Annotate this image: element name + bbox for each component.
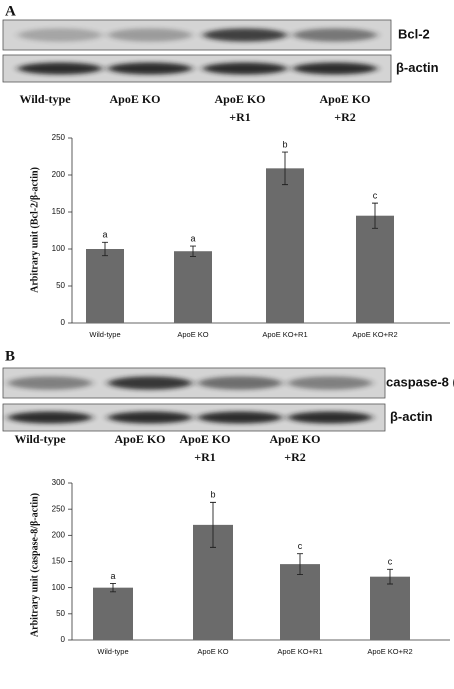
y-tick-label: 200: [52, 170, 66, 179]
y-tick-label: 150: [52, 557, 66, 566]
lane-label: ApoE KO: [319, 92, 370, 106]
blot-band: [108, 28, 192, 42]
significance-label: a: [110, 571, 115, 581]
x-tick-label: Wild-type: [89, 330, 120, 339]
x-tick-label: ApoE KO+R1: [277, 647, 322, 656]
y-tick-label: 100: [52, 583, 66, 592]
blot-band: [293, 62, 377, 75]
x-tick-label: ApoE KO+R1: [262, 330, 307, 339]
lane-label: +R1: [194, 450, 216, 464]
panel-label: B: [5, 348, 15, 364]
significance-label: c: [373, 190, 378, 200]
error-bar: [297, 553, 303, 576]
significance-label: b: [282, 139, 287, 149]
lane-label: ApoE KO: [114, 432, 165, 446]
significance-label: c: [298, 541, 303, 551]
lane-label: Wild-type: [19, 92, 71, 106]
blot-band: [198, 376, 282, 390]
blot-band: [18, 28, 102, 42]
blot-band: [18, 62, 102, 75]
lane-label: +R2: [284, 450, 306, 464]
bar: [370, 576, 410, 640]
y-tick-label: 100: [52, 244, 66, 253]
error-bar: [372, 202, 378, 229]
lane-label: +R1: [229, 110, 251, 124]
y-tick-label: 250: [52, 504, 66, 513]
lane-label: +R2: [334, 110, 356, 124]
bar: [266, 168, 304, 323]
error-bar: [190, 245, 196, 257]
significance-label: b: [210, 490, 215, 500]
blot-band: [108, 411, 192, 424]
blot-label: Bcl-2: [398, 26, 430, 41]
error-bar: [210, 501, 216, 548]
blot-band: [108, 62, 192, 75]
significance-label: c: [388, 557, 393, 567]
x-tick-label: Wild-type: [97, 647, 128, 656]
blot-label: β-actin: [396, 60, 439, 75]
bar: [356, 215, 394, 323]
y-tick-label: 150: [52, 207, 66, 216]
x-tick-label: ApoE KO: [197, 647, 228, 656]
blot-band: [203, 62, 287, 75]
y-tick-label: 50: [56, 281, 65, 290]
blot-band: [8, 411, 92, 424]
lane-label: ApoE KO: [179, 432, 230, 446]
error-bar: [387, 568, 393, 585]
y-tick-label: 50: [56, 609, 65, 618]
x-tick-label: ApoE KO+R2: [367, 647, 412, 656]
bar: [280, 564, 320, 640]
blot-band: [198, 411, 282, 424]
lane-label: ApoE KO: [109, 92, 160, 106]
blot-band: [8, 376, 92, 390]
blot-band: [288, 376, 372, 390]
bar: [86, 249, 124, 323]
lane-label: ApoE KO: [269, 432, 320, 446]
error-bar: [110, 583, 116, 593]
y-tick-label: 300: [52, 478, 66, 487]
significance-label: a: [190, 233, 195, 243]
blot-band: [288, 411, 372, 424]
bar: [174, 251, 212, 323]
blot-label: β-actin: [390, 409, 433, 424]
lane-label: ApoE KO: [214, 92, 265, 106]
y-tick-label: 0: [61, 318, 66, 327]
blot-band: [293, 28, 377, 42]
error-bar: [102, 241, 108, 257]
y-axis-label: Arbitrary unit (Bcl-2/β-actin): [29, 167, 40, 293]
y-tick-label: 250: [52, 133, 66, 142]
error-bar: [282, 151, 288, 186]
blot-band: [108, 376, 192, 390]
x-tick-label: ApoE KO: [177, 330, 208, 339]
bar: [93, 587, 133, 640]
significance-label: a: [102, 230, 107, 240]
y-tick-label: 0: [61, 635, 66, 644]
y-axis-label: Arbitrary unit (caspase-8/β-actin): [29, 493, 40, 637]
lane-label: Wild-type: [14, 432, 66, 446]
x-tick-label: ApoE KO+R2: [352, 330, 397, 339]
blot-band: [203, 28, 287, 42]
y-tick-label: 200: [52, 530, 66, 539]
blot-label: caspase-8 (57kDa): [386, 374, 454, 389]
panel-label: A: [5, 3, 16, 19]
